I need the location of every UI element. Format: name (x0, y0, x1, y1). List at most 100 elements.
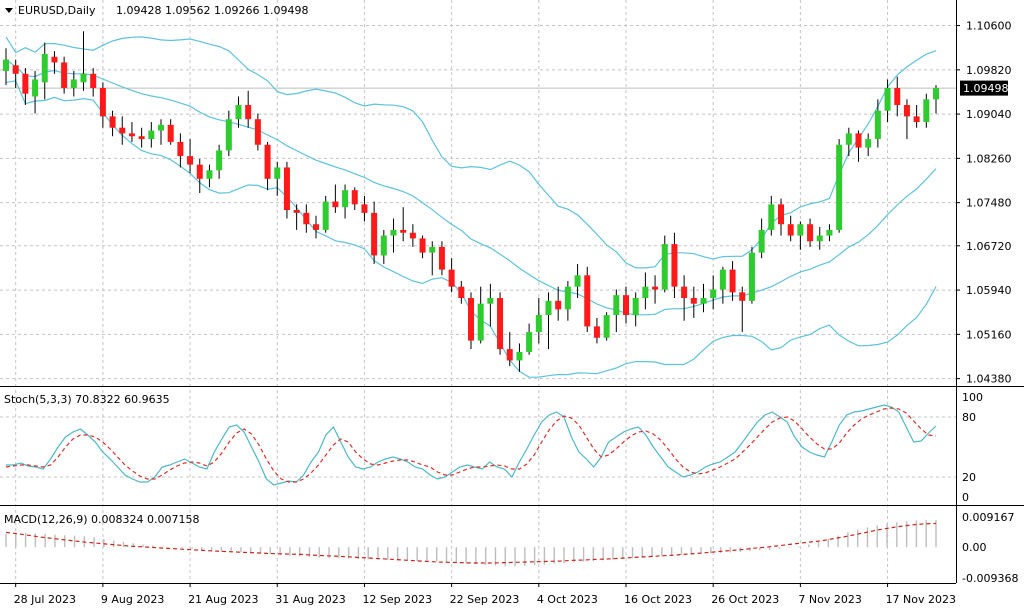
candle-body-bull (613, 295, 620, 316)
stochastic-lines (0, 404, 956, 486)
candle-body-bear (729, 269, 736, 293)
candle-body-bull (700, 298, 707, 304)
candle-body-bear (303, 212, 310, 225)
candle-body-bull (526, 332, 533, 352)
candle-body-bear (739, 292, 746, 301)
candle-body-bull (487, 298, 494, 304)
chart-header: EURUSD,Daily 1.09428 1.09562 1.09266 1.0… (5, 4, 309, 17)
candle-body-bull (758, 229, 765, 253)
candle-body-bear (622, 295, 630, 316)
candle-body-bull (225, 119, 232, 151)
time-tick-label: 22 Sep 2023 (450, 593, 520, 606)
candle-body-bull (390, 229, 397, 236)
candle-body-bear (109, 116, 116, 128)
ohlc-close: 1.09498 (263, 4, 309, 17)
price-tick-label: 1.04380 (966, 373, 1012, 386)
candle-body-bull (632, 298, 639, 316)
candle-body-bear (400, 229, 407, 233)
candle-body-bull (816, 235, 823, 242)
candle-body-bull (235, 105, 242, 120)
candle-body-bear (167, 124, 174, 142)
macd-signal-line (5, 522, 937, 564)
bb-middle-line (5, 59, 937, 316)
candle-body-bear (467, 298, 475, 341)
candle-body-bear (690, 298, 697, 304)
candle-body-bear (177, 141, 184, 157)
time-tick-label: 7 Nov 2023 (798, 593, 861, 606)
price-tick-label: 1.08260 (966, 152, 1012, 165)
candle-body-bull (797, 224, 804, 236)
candle-body-bear (681, 286, 688, 299)
candle-body-bear (187, 156, 194, 165)
macd-tick-label: -0.009368 (962, 572, 1018, 585)
candle-body-bull (380, 235, 387, 256)
candle-body-bull (710, 289, 717, 299)
candle-body-bull (70, 79, 77, 88)
candle-body-bull (564, 286, 571, 310)
candle-body-bear (894, 87, 901, 106)
candle-body-bear (787, 224, 794, 236)
candle-body-bear (458, 286, 465, 299)
time-tick-label: 17 Nov 2023 (886, 593, 956, 606)
candle-body-bull (516, 351, 523, 361)
candle-body-bear (264, 144, 271, 179)
candle-body-bull (884, 87, 891, 111)
candle-body-bear (409, 232, 416, 239)
candle-body-bull (748, 252, 755, 301)
candle-body-bull (148, 130, 155, 140)
candle-body-bull (216, 150, 223, 171)
candle-body-bear (254, 119, 261, 145)
candle-body-bear (913, 116, 920, 123)
candle-body-bear (777, 204, 785, 225)
time-tick-label: 28 Jul 2023 (14, 593, 76, 606)
candle-body-bear (332, 201, 339, 208)
candle-body-bear (61, 62, 68, 88)
price-tick-label: 1.10600 (966, 20, 1012, 33)
candle-body-bear (807, 224, 814, 242)
candle-body-bear (419, 238, 426, 253)
candle-body-bull (661, 244, 668, 290)
candle-body-bear (584, 275, 591, 327)
current-price-marker: 1.09498 (960, 80, 1009, 96)
price-tick-label: 1.05940 (966, 284, 1012, 297)
ohlc-high: 1.09562 (165, 4, 211, 17)
dropdown-triangle-icon[interactable] (5, 8, 13, 13)
candlestick-series (2, 31, 940, 372)
macd-tick-label: 0.009167 (962, 511, 1015, 524)
candle-body-bull (845, 133, 852, 145)
candle-body-bear (119, 127, 126, 134)
candle-body-bear (293, 210, 300, 213)
candle-body-bear (506, 349, 513, 361)
candle-body-bear (903, 105, 910, 117)
time-tick-label: 16 Oct 2023 (624, 593, 692, 606)
time-tick-label: 31 Aug 2023 (275, 593, 345, 606)
candle-body-bull (41, 53, 48, 83)
stoch-title: Stoch(5,3,3) 70.8322 60.9635 (4, 393, 170, 406)
candle-body-bear (90, 73, 97, 88)
candle-body-bear (448, 269, 455, 287)
candle-body-bear (283, 167, 290, 211)
current-price-label: 1.09498 (963, 82, 1009, 95)
candle-body-bull (274, 167, 281, 179)
time-tick-label: 9 Aug 2023 (101, 593, 164, 606)
candle-body-bull (80, 73, 87, 83)
candle-body-bear (652, 286, 659, 290)
candle-body-bear (245, 105, 252, 120)
candle-body-bull (322, 201, 329, 230)
candle-body-bear (371, 212, 378, 256)
stoch-axis: 100 80 20 0 (962, 391, 983, 504)
time-tick-label: 4 Oct 2023 (537, 593, 598, 606)
candle-body-bear (855, 133, 862, 148)
stoch-signal-line (5, 407, 937, 483)
candle-body-bear (497, 298, 504, 350)
ohlc-open: 1.09428 (116, 4, 162, 17)
candle-body-bear (22, 73, 29, 94)
candle-body-bull (603, 315, 610, 338)
candle-body-bear (555, 300, 562, 310)
macd-plot (5, 519, 937, 567)
candle-body-bear (196, 164, 203, 179)
stoch-tick-label: 20 (962, 471, 976, 484)
price-tick-label: 1.09820 (966, 64, 1012, 77)
